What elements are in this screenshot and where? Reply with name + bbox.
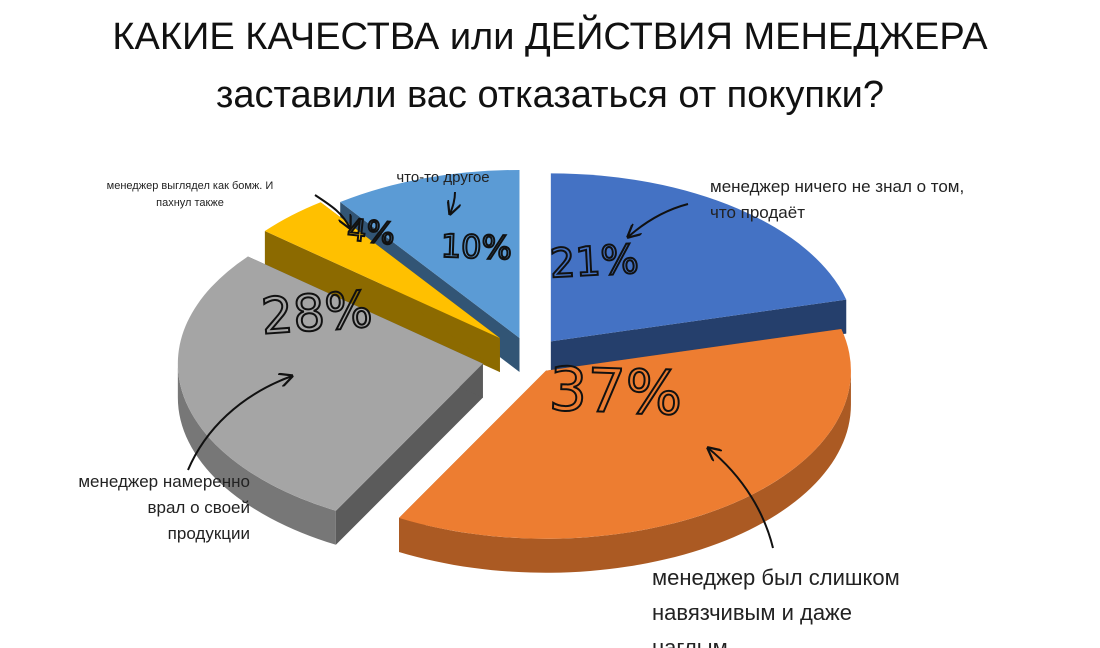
pct-label-didnt-know-product: 21% (549, 237, 640, 288)
pie-slice-didnt-know-product (550, 173, 847, 376)
category-label-something-else: что-то другое (396, 169, 489, 186)
arrow-lied-about-product (187, 376, 292, 471)
arrow-too-pushy (708, 448, 774, 549)
chart-title: КАКИЕ КАЧЕСТВА или ДЕЙСТВИЯ МЕНЕДЖЕРА за… (0, 8, 1100, 124)
category-label-lied-about-product: менеджер намеренно врал о своей продукции (78, 472, 250, 543)
pie-slice-lied-about-product (177, 256, 483, 545)
pct-label-something-else: 10% (440, 227, 512, 267)
arrow-didnt-know-product (628, 203, 689, 237)
pct-label-lied-about-product: 28% (259, 280, 374, 346)
category-label-too-pushy: менеджер был слишком навязчивым и даже наг… (652, 565, 900, 648)
arrow-looked-like-bum (314, 194, 350, 228)
arrow-something-else (450, 191, 455, 214)
chart-title-line-2: заставили вас отказаться от покупки? (215, 74, 884, 116)
pct-label-looked-like-bum: 4% (345, 213, 396, 253)
category-label-didnt-know-product: менеджер ничего не знал о том, что продаё… (710, 177, 964, 222)
chart-title-line-1: КАКИЕ КАЧЕСТВА или ДЕЙСТВИЯ МЕНЕДЖЕРА (112, 16, 988, 58)
pct-label-too-pushy: 37% (548, 355, 684, 430)
pie-slice-too-pushy (399, 328, 851, 573)
pie-slice-looked-like-bum (264, 202, 500, 373)
